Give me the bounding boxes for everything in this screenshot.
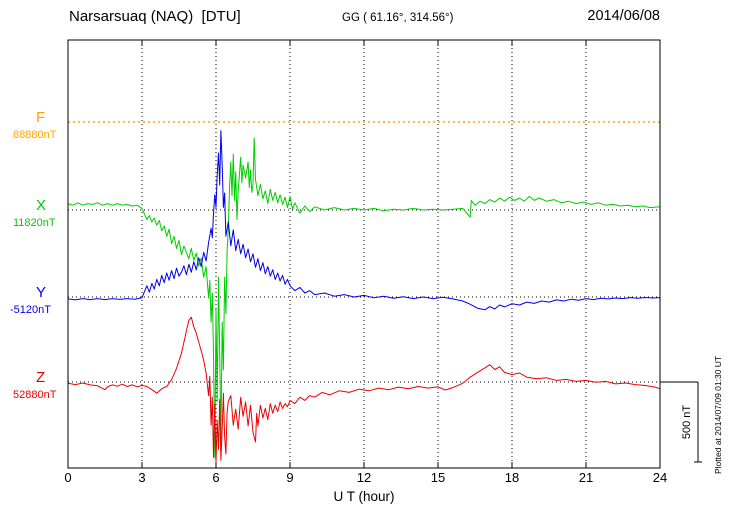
x-tick-label: 0 xyxy=(64,470,72,485)
component-label-f: F xyxy=(36,109,46,126)
x-tick-label: 9 xyxy=(286,470,294,485)
trace-x xyxy=(67,137,661,459)
x-tick-label: 6 xyxy=(212,470,220,485)
x-tick-label: 18 xyxy=(504,470,520,485)
x-tick-label: 15 xyxy=(430,470,446,485)
geographic-coordinates: GG ( 61.16°, 314.56°) xyxy=(342,12,454,24)
component-label-x: X xyxy=(36,197,47,214)
x-tick-label: 3 xyxy=(138,470,146,485)
plot-frame xyxy=(67,39,661,469)
trace-z xyxy=(67,316,661,463)
component-baseline-value-y: -5120nT xyxy=(10,304,51,316)
plotted-at-note: Plotted at 2014/07/09 01:30 UT xyxy=(713,355,723,474)
component-label-z: Z xyxy=(36,369,46,386)
plot-date: 2014/06/08 xyxy=(587,8,660,24)
x-tick-label: 24 xyxy=(652,470,668,485)
scale-bar-label: 500 nT xyxy=(681,404,693,440)
x-tick-label: 12 xyxy=(356,470,372,485)
component-baseline-value-f: 88880nT xyxy=(13,129,57,141)
component-baseline-value-x: 11820nT xyxy=(13,217,56,229)
component-label-y: Y xyxy=(36,284,47,301)
station-title: Narsarsuaq (NAQ) [DTU] xyxy=(69,8,241,25)
x-axis-title: U T (hour) xyxy=(333,489,395,504)
component-baseline-value-z: 52880nT xyxy=(13,389,57,401)
trace-y xyxy=(67,130,661,311)
x-tick-label: 21 xyxy=(578,470,594,485)
